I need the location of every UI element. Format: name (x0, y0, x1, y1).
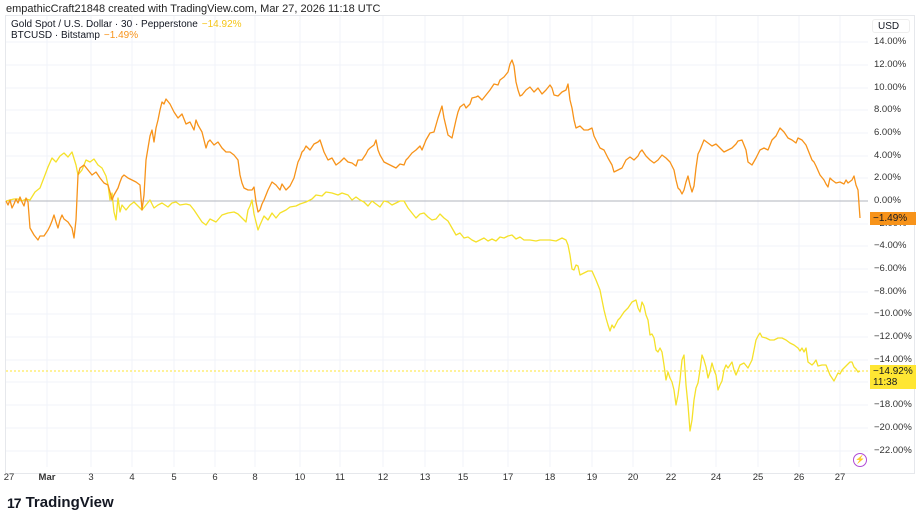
x-tick: 8 (252, 472, 258, 483)
x-tick: 17 (502, 472, 514, 483)
y-tick: 6.00% (874, 127, 901, 138)
y-tick: 4.00% (874, 150, 901, 161)
y-tick: 12.00% (874, 59, 907, 70)
y-tick: −12.00% (874, 331, 912, 342)
x-tick: 5 (171, 472, 177, 483)
x-tick: 4 (129, 472, 135, 483)
x-tick: Mar (38, 472, 56, 483)
y-tick: −14.00% (874, 354, 912, 365)
chart-credit: empathicCraft21848 created with TradingV… (6, 3, 381, 15)
y-tick: −8.00% (874, 286, 907, 297)
tradingview-logo[interactable]: 17 TradingView (7, 494, 114, 511)
x-tick: 11 (335, 472, 345, 483)
y-tick: −6.00% (874, 263, 907, 274)
x-tick: 10 (294, 472, 306, 483)
y-tick: −20.00% (874, 422, 912, 433)
gold-price-time: 11:38 (873, 377, 898, 388)
btc-price-tag: −1.49% (870, 212, 916, 225)
currency-selector[interactable]: USD (872, 19, 910, 33)
x-tick: 12 (377, 472, 389, 483)
gold-price-tag: −14.92% 11:38 (870, 365, 916, 389)
gold-series-line (5, 151, 861, 432)
legend-item-gold[interactable]: Gold Spot / U.S. Dollar · 30 · Peppersto… (11, 19, 242, 30)
y-tick: 0.00% (874, 195, 901, 206)
x-tick: 22 (665, 472, 677, 483)
gold-price-value: −14.92% (873, 366, 913, 377)
x-tick: 6 (212, 472, 218, 483)
chart-legend: Gold Spot / U.S. Dollar · 30 · Peppersto… (11, 19, 242, 41)
y-tick: −22.00% (874, 445, 912, 456)
x-tick: 27 (834, 472, 846, 483)
tradingview-brand-text: TradingView (25, 494, 114, 511)
y-tick: −18.00% (874, 399, 912, 410)
lightning-icon[interactable]: ⚡ (853, 453, 867, 467)
btc-series-line (5, 59, 861, 241)
y-tick: 8.00% (874, 104, 901, 115)
legend-change-gold: −14.92% (201, 19, 242, 30)
y-tick: 2.00% (874, 172, 901, 183)
tradingview-logo-icon: 17 (7, 494, 22, 511)
y-tick: 14.00% (874, 36, 907, 47)
chart-frame (5, 15, 915, 474)
x-tick: 20 (627, 472, 639, 483)
x-tick: 19 (586, 472, 598, 483)
y-tick: 10.00% (874, 82, 907, 93)
legend-change-btc: −1.49% (103, 30, 139, 41)
legend-label-gold: Gold Spot / U.S. Dollar · 30 · Peppersto… (11, 19, 198, 30)
x-tick: 27 (3, 472, 15, 483)
x-tick: 18 (544, 472, 556, 483)
y-tick: −10.00% (874, 308, 912, 319)
x-tick: 26 (793, 472, 805, 483)
x-tick: 3 (88, 472, 94, 483)
legend-label-btc: BTCUSD · Bitstamp (11, 30, 100, 41)
y-tick: −4.00% (874, 240, 907, 251)
legend-item-btc[interactable]: BTCUSD · Bitstamp −1.49% (11, 30, 242, 41)
x-tick: 15 (457, 472, 469, 483)
x-tick: 24 (710, 472, 722, 483)
x-tick: 13 (419, 472, 431, 483)
x-tick: 25 (752, 472, 764, 483)
